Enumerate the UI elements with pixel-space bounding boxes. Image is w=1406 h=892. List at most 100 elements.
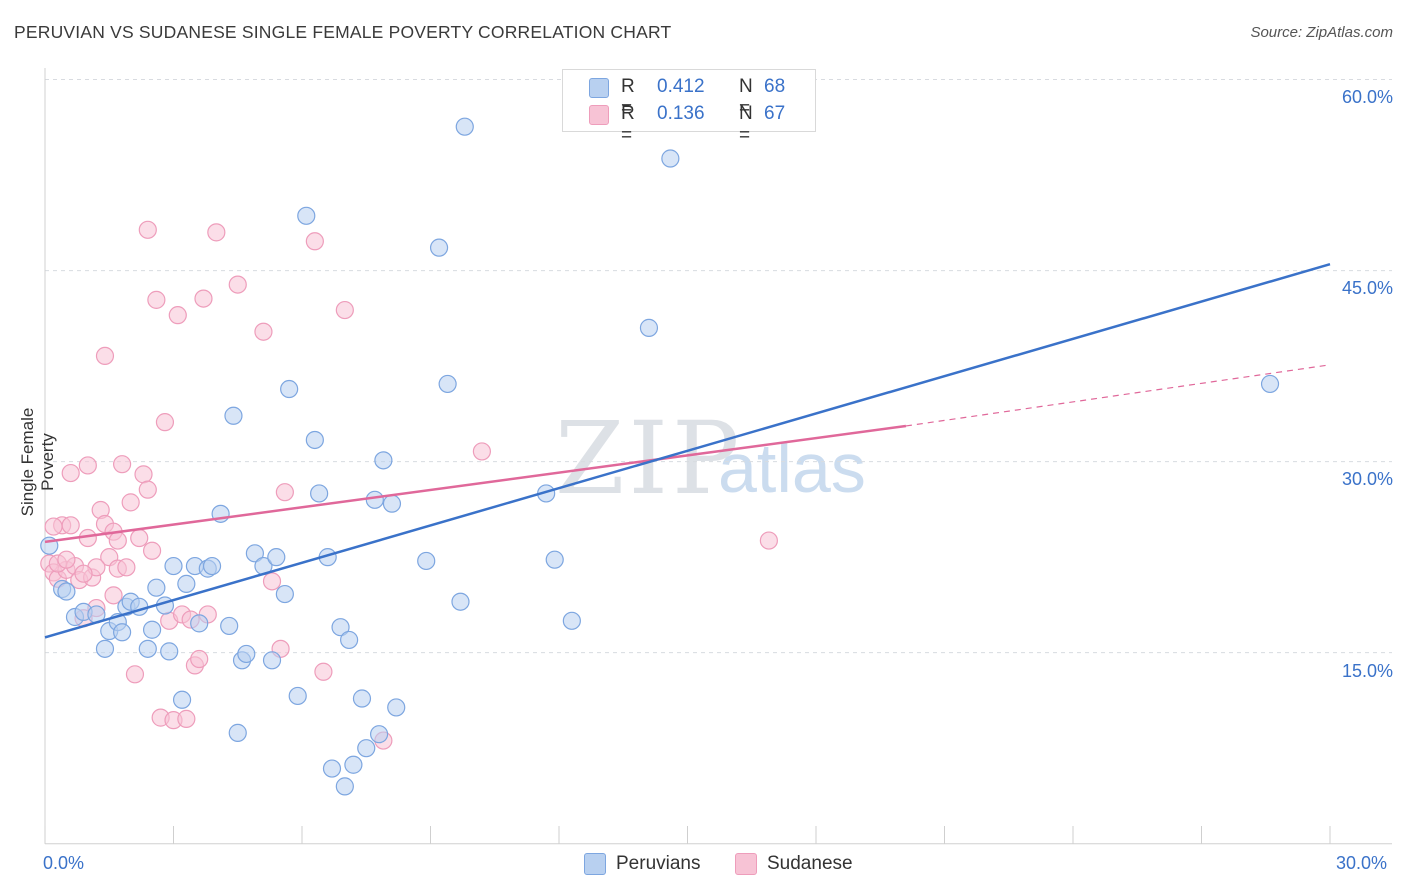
data-point-peruvians xyxy=(95,639,115,658)
data-point-peruvians xyxy=(288,686,307,706)
data-point-sudanese xyxy=(314,662,333,681)
data-point-sudanese xyxy=(61,516,80,535)
legend-r-value-sudanese: 0.136 xyxy=(657,103,705,124)
data-point-sudanese xyxy=(74,564,93,583)
correlation-legend: R = 0.412 N = 68 R = 0.136 N = 67 xyxy=(562,69,816,146)
data-point-peruvians xyxy=(335,777,354,796)
data-point-peruvians xyxy=(365,490,384,509)
data-point-peruvians xyxy=(374,451,393,470)
data-point-peruvians xyxy=(417,551,436,571)
y-tick-label-15: 15.0% xyxy=(1341,661,1393,681)
data-point-sudanese xyxy=(117,558,136,577)
data-point-sudanese xyxy=(142,541,162,560)
data-point-sudanese xyxy=(207,223,226,242)
data-point-peruvians xyxy=(245,544,264,563)
data-point-sudanese xyxy=(228,275,247,294)
data-point-sudanese xyxy=(177,709,196,728)
legend-swatch-sudanese xyxy=(589,105,609,125)
data-point-peruvians xyxy=(142,620,162,639)
data-point-peruvians xyxy=(112,623,132,642)
data-point-peruvians xyxy=(190,614,209,633)
y-axis-title: Single Female Poverty xyxy=(18,407,57,517)
data-point-sudanese xyxy=(147,290,166,309)
legend-r-value-peruvians: 0.412 xyxy=(657,76,705,97)
data-point-sudanese xyxy=(168,306,187,325)
data-point-peruvians xyxy=(267,548,286,567)
data-point-peruvians xyxy=(177,574,196,593)
legend-r-label: R = xyxy=(621,76,635,119)
data-point-peruvians xyxy=(305,430,324,450)
legend-r-label: R = xyxy=(621,103,635,146)
x-tick-label-min: 0.0% xyxy=(43,853,85,873)
data-point-sudanese xyxy=(112,455,132,474)
data-point-sudanese xyxy=(472,442,491,461)
legend-label-sudanese: Sudanese xyxy=(767,853,853,874)
x-tick-label-max: 30.0% xyxy=(1336,853,1388,873)
data-point-sudanese xyxy=(138,220,157,239)
data-point-peruvians xyxy=(172,690,192,709)
trend-line-sudanese xyxy=(44,424,907,544)
legend-n-label: N = xyxy=(739,103,753,146)
legend-n-value-peruvians: 68 xyxy=(764,76,786,97)
data-point-sudanese xyxy=(125,665,145,684)
data-point-peruvians xyxy=(331,618,350,637)
data-point-peruvians xyxy=(387,698,406,717)
data-point-peruvians xyxy=(438,374,457,394)
data-point-peruvians xyxy=(280,379,299,399)
data-point-peruvians xyxy=(202,556,222,576)
data-point-peruvians xyxy=(382,494,402,513)
trend-line-peruvians xyxy=(44,263,1331,639)
data-point-peruvians xyxy=(429,238,449,257)
data-point-sudanese xyxy=(104,586,123,605)
data-point-peruvians xyxy=(370,725,389,744)
y-tick-label-30: 30.0% xyxy=(1341,469,1393,489)
data-point-sudanese xyxy=(95,346,115,366)
legend-label-peruvians: Peruvians xyxy=(616,853,701,874)
data-point-sudanese xyxy=(78,456,97,475)
data-point-peruvians xyxy=(451,592,470,611)
y-tick-label-45: 45.0% xyxy=(1341,278,1393,298)
data-point-sudanese xyxy=(262,572,282,591)
data-point-peruvians xyxy=(138,639,157,658)
data-point-peruvians xyxy=(57,582,76,601)
data-point-peruvians xyxy=(352,689,372,708)
data-point-peruvians xyxy=(164,556,183,576)
watermark-zip: ZIP xyxy=(555,400,744,517)
data-point-sudanese xyxy=(108,531,127,550)
data-point-peruvians xyxy=(344,755,363,774)
data-point-sudanese xyxy=(134,465,153,484)
data-point-peruvians xyxy=(639,318,659,337)
legend-swatch-peruvians xyxy=(584,853,606,875)
data-point-sudanese xyxy=(138,480,157,499)
data-point-sudanese xyxy=(335,300,354,320)
data-point-peruvians xyxy=(322,759,342,778)
data-point-sudanese xyxy=(57,550,76,569)
data-point-peruvians xyxy=(262,651,282,670)
legend-swatch-peruvians xyxy=(589,78,609,98)
data-point-peruvians xyxy=(228,723,247,742)
trend-line-sudanese-extension xyxy=(905,364,1331,427)
series-legend: Peruvians Sudanese xyxy=(0,852,1406,880)
chart-source: Source: ZipAtlas.com xyxy=(1250,24,1393,41)
data-point-peruvians xyxy=(224,406,243,425)
data-point-sudanese xyxy=(190,649,209,669)
data-point-sudanese xyxy=(155,413,175,432)
data-point-sudanese xyxy=(275,483,294,502)
data-point-peruvians xyxy=(1260,374,1280,394)
data-point-peruvians xyxy=(220,616,239,636)
data-point-peruvians xyxy=(455,117,474,136)
data-point-peruvians xyxy=(545,550,564,569)
chart-title: PERUVIAN VS SUDANESE SINGLE FEMALE POVER… xyxy=(14,22,672,42)
data-point-peruvians xyxy=(160,642,179,661)
y-tick-label-60: 60.0% xyxy=(1341,87,1393,107)
legend-swatch-sudanese xyxy=(735,853,757,875)
data-point-peruvians xyxy=(297,206,316,225)
data-point-sudanese xyxy=(194,289,213,308)
data-point-peruvians xyxy=(275,584,294,604)
data-point-sudanese xyxy=(254,322,273,341)
data-point-sudanese xyxy=(130,528,149,548)
legend-n-value-sudanese: 67 xyxy=(764,103,786,124)
data-point-peruvians xyxy=(357,739,376,758)
data-point-peruvians xyxy=(661,149,680,168)
